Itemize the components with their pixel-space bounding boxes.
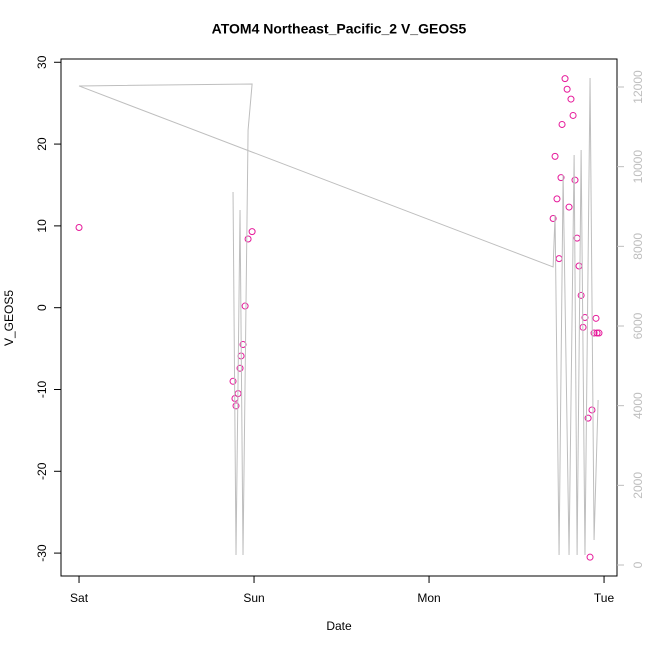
plot-box — [60, 58, 618, 577]
data-point — [592, 314, 600, 322]
y-tick-label: -20 — [35, 462, 49, 480]
data-point — [584, 414, 592, 422]
y-tick-label: 20 — [35, 137, 49, 151]
chart-title: ATOM4 Northeast_Pacific_2 V_GEOS5 — [212, 21, 467, 37]
data-point — [558, 120, 566, 128]
x-tick-label: Sun — [243, 591, 264, 605]
data-point — [561, 75, 569, 83]
y-tick-label: -10 — [35, 380, 49, 398]
data-point — [590, 329, 598, 337]
y2-tick-label: 12000 — [631, 70, 645, 104]
data-point — [563, 85, 571, 93]
data-point — [571, 176, 579, 184]
data-point — [553, 195, 561, 203]
y2-tick-label: 0 — [631, 561, 645, 568]
data-point — [567, 95, 575, 103]
data-point — [569, 111, 577, 119]
x-tick-label: Sat — [70, 591, 89, 605]
data-point — [586, 553, 594, 561]
y2-tick-label: 2000 — [631, 472, 645, 499]
y-tick-label: 0 — [35, 304, 49, 311]
data-point — [232, 402, 240, 410]
data-point — [588, 406, 596, 414]
data-point — [593, 329, 601, 337]
x-tick-label: Mon — [417, 591, 440, 605]
data-point — [236, 364, 244, 372]
y2-tick-label: 8000 — [631, 233, 645, 260]
x-tick-label: Tue — [594, 591, 615, 605]
y-axis-label: V_GEOS5 — [2, 290, 16, 346]
data-point — [551, 152, 559, 160]
y2-tick-label: 10000 — [631, 150, 645, 184]
data-point — [244, 235, 252, 243]
y-tick-label: 30 — [35, 55, 49, 69]
y-tick-label: -30 — [35, 544, 49, 562]
data-point — [577, 291, 585, 299]
data-line — [78, 77, 599, 556]
y2-tick-label: 6000 — [631, 312, 645, 339]
data-point — [595, 329, 603, 337]
data-point — [565, 203, 573, 211]
y-tick-label: 10 — [35, 219, 49, 233]
data-point — [75, 224, 83, 232]
x-axis-label: Date — [326, 619, 352, 633]
data-point — [229, 377, 237, 385]
y2-tick-label: 4000 — [631, 392, 645, 419]
data-point — [557, 174, 565, 182]
data-point — [248, 228, 256, 236]
data-point — [241, 302, 249, 310]
data-point — [549, 215, 557, 223]
